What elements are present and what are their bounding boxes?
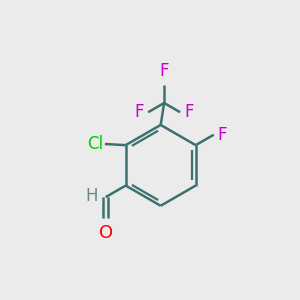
Text: F: F: [184, 103, 194, 121]
Text: O: O: [99, 224, 113, 242]
Text: F: F: [159, 62, 169, 80]
Text: H: H: [86, 187, 98, 205]
Text: F: F: [134, 103, 144, 121]
Text: Cl: Cl: [87, 135, 103, 153]
Text: F: F: [218, 126, 227, 144]
